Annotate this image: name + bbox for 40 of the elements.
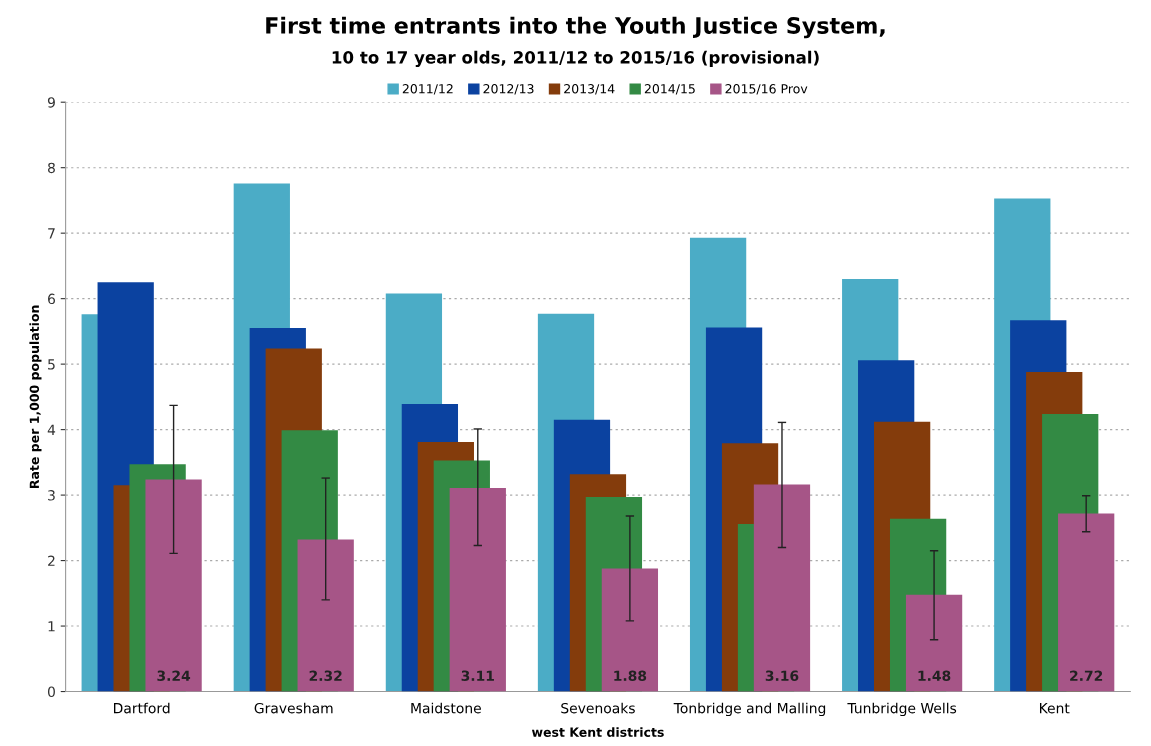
- y-tick-label: 1: [48, 621, 55, 632]
- chart-subtitle: 10 to 17 year olds, 2011/12 to 2015/16 (provisional): [332, 50, 819, 68]
- bar: [145, 479, 202, 692]
- legend-label: 2015/16 Prov: [725, 84, 808, 95]
- data-label: 2.32: [309, 670, 342, 681]
- legend-label: 2014/15: [644, 84, 695, 95]
- data-label: 1.88: [614, 670, 647, 681]
- data-label: 3.24: [157, 670, 191, 681]
- y-tick-label: 6: [48, 293, 56, 305]
- bar: [753, 484, 811, 692]
- y-tick-label: 2: [48, 555, 55, 566]
- y-tick-label: 9: [47, 97, 55, 108]
- x-tick-label: Sevenoaks: [561, 702, 635, 714]
- bar: [297, 539, 354, 692]
- x-tick-label: Tunbridge Wells: [847, 702, 957, 717]
- x-tick-label: Tonbridge and Malling: [673, 702, 826, 717]
- y-tick-label: 3: [48, 490, 55, 501]
- y-tick-label: 7: [48, 228, 55, 239]
- y-axis-title: Rate per 1,000 population: [29, 305, 42, 488]
- bar: [905, 594, 963, 692]
- legend-label: 2011/12: [402, 84, 453, 95]
- x-axis-title: west Kent districts: [531, 727, 664, 737]
- bar: [449, 487, 506, 692]
- y-tick-label: 5: [48, 359, 55, 370]
- bar: [1058, 513, 1115, 692]
- data-label: 1.48: [918, 670, 951, 681]
- legend-label: 2013/14: [564, 84, 615, 95]
- y-tick-label: 0: [47, 686, 55, 698]
- legend-label: 2012/13: [483, 84, 534, 95]
- x-tick-label: Maidstone: [411, 702, 481, 714]
- data-label: 2.72: [1070, 670, 1103, 681]
- x-tick-label: Kent: [1039, 703, 1070, 714]
- x-tick-label: Dartford: [114, 702, 170, 714]
- x-tick-label: Gravesham: [254, 702, 333, 714]
- y-tick-label: 8: [47, 162, 55, 174]
- bar: [601, 568, 659, 692]
- data-label: 3.11: [461, 670, 494, 681]
- y-tick-label: 4: [47, 424, 56, 435]
- data-label: 3.16: [765, 670, 799, 681]
- chart-title: First time entrants into the Youth Justice System,: [266, 16, 885, 39]
